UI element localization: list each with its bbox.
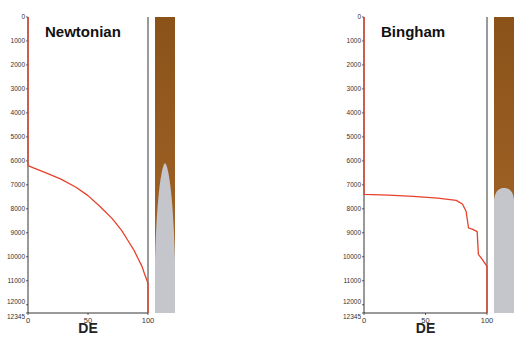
x-tick xyxy=(425,313,426,315)
y-tick xyxy=(362,256,364,257)
y-tick-label: 9000 xyxy=(347,229,362,236)
y-tick-label: 5000 xyxy=(11,133,26,140)
fluid-interface xyxy=(494,188,514,313)
y-tick-label: 9000 xyxy=(11,229,26,236)
y-tick-label: 10000 xyxy=(7,253,25,260)
fluid-interface xyxy=(155,163,175,313)
x-tick xyxy=(148,313,149,315)
y-tick-label: 6000 xyxy=(11,157,26,164)
x-tick-label: 0 xyxy=(26,316,30,325)
y-tick-label: 4000 xyxy=(347,109,362,116)
y-tick-label: 11000 xyxy=(7,277,25,284)
y-tick-label: 12000 xyxy=(7,298,25,305)
y-tick-label: 8000 xyxy=(11,205,26,212)
x-axis-label: DE xyxy=(78,320,97,336)
y-tick xyxy=(26,256,28,257)
y-tick xyxy=(362,208,364,209)
frame-right xyxy=(148,17,149,313)
y-tick-label: 3000 xyxy=(347,85,362,92)
line xyxy=(364,17,487,313)
y-tick-label: 7000 xyxy=(11,181,26,188)
y-tick xyxy=(26,304,28,305)
y-tick xyxy=(362,304,364,305)
y-tick-label: 1000 xyxy=(11,37,26,44)
y-tick-label: 8000 xyxy=(347,205,362,212)
y-tick xyxy=(362,232,364,233)
y-tick-label: 11000 xyxy=(343,277,361,284)
plot-area xyxy=(28,17,148,313)
y-tick-label: 2000 xyxy=(347,61,362,68)
x-tick xyxy=(487,313,488,315)
x-tick xyxy=(28,313,29,315)
y-tick-label: 0 xyxy=(21,13,25,20)
x-tick-label: 100 xyxy=(481,316,494,325)
x-tick xyxy=(364,313,365,315)
x-axis-label: DE xyxy=(416,320,435,336)
y-tick-label: 12345 xyxy=(7,313,25,320)
y-tick xyxy=(26,232,28,233)
title: Newtonian xyxy=(45,23,121,40)
chart: 0100020003000400050006000700080009000100… xyxy=(343,13,514,336)
y-tick xyxy=(26,184,28,185)
y-tick-label: 6000 xyxy=(347,157,362,164)
x-tick-label: 100 xyxy=(142,316,155,325)
x-tick-label: 0 xyxy=(362,316,366,325)
plot-area xyxy=(364,17,487,313)
y-tick-label: 7000 xyxy=(347,181,362,188)
line xyxy=(28,17,148,313)
chart: 0100020003000400050006000700080009000100… xyxy=(7,13,175,336)
y-tick-label: 12000 xyxy=(343,298,361,305)
y-tick-label: 4000 xyxy=(11,109,26,116)
y-tick-label: 3000 xyxy=(11,85,26,92)
y-tick xyxy=(26,280,28,281)
fluid-strip xyxy=(494,17,514,313)
title: Bingham xyxy=(381,23,445,40)
y-tick-label: 5000 xyxy=(347,133,362,140)
y-tick-label: 0 xyxy=(357,13,361,20)
y-tick xyxy=(362,280,364,281)
y-tick-label: 10000 xyxy=(343,253,361,260)
fluid-strip xyxy=(155,17,175,313)
y-tick xyxy=(26,208,28,209)
y-tick-label: 1000 xyxy=(347,37,362,44)
y-tick-label: 12345 xyxy=(343,313,361,320)
x-tick xyxy=(88,313,89,315)
y-tick-label: 2000 xyxy=(11,61,26,68)
